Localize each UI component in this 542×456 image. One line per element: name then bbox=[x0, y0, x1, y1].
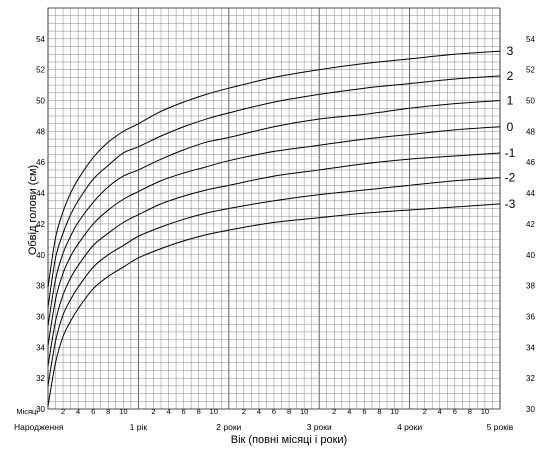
y-tick-label-left: 46 bbox=[36, 158, 45, 167]
series-line-3 bbox=[47, 50, 501, 288]
y-tick-label-left: 48 bbox=[36, 127, 45, 136]
y-tick-label-right: 46 bbox=[526, 158, 535, 167]
y-tick-label-right: 48 bbox=[526, 127, 535, 136]
series-line-0 bbox=[47, 126, 501, 346]
x-month-tick-label: 2 bbox=[423, 407, 427, 416]
series-label-2: 2 bbox=[507, 69, 514, 83]
x-month-tick-label: 8 bbox=[197, 407, 201, 416]
x-month-tick-label: 4 bbox=[76, 407, 80, 416]
x-month-tick-label: 6 bbox=[91, 407, 95, 416]
y-tick-label-right: 30 bbox=[526, 405, 535, 414]
x-period-label: 2 роки bbox=[216, 422, 241, 432]
series-line-1 bbox=[47, 100, 501, 326]
y-tick-label-left: 44 bbox=[36, 189, 45, 198]
series-label-3: 3 bbox=[507, 44, 514, 58]
series-label--2: -2 bbox=[505, 171, 516, 185]
y-tick-label-left: 38 bbox=[36, 282, 45, 291]
grid bbox=[47, 7, 501, 410]
y-tick-label-right: 50 bbox=[526, 97, 535, 106]
series-label--3: -3 bbox=[505, 197, 516, 211]
y-tick-label-right: 32 bbox=[526, 374, 535, 383]
y-ticks-right: 30 32 34 36 38 40 42 44 46 48 50 52 54 bbox=[526, 35, 535, 414]
series-line--3 bbox=[47, 203, 501, 407]
x-month-tick-label: 8 bbox=[468, 407, 472, 416]
x-axis-title: Вік (повні місяці і роки) bbox=[231, 434, 347, 446]
y-tick-label-right: 40 bbox=[526, 251, 535, 260]
y-tick-label-left: 52 bbox=[36, 66, 45, 75]
y-tick-label-right: 34 bbox=[526, 343, 535, 352]
y-tick-label-right: 38 bbox=[526, 282, 535, 291]
x-month-tick-label: 2 bbox=[61, 407, 65, 416]
y-tick-label-left: 40 bbox=[36, 251, 45, 260]
x-period-label: 4 роки bbox=[397, 422, 422, 432]
x-month-tick-label: 4 bbox=[347, 407, 351, 416]
series-label--1: -1 bbox=[505, 146, 516, 160]
series-lines bbox=[47, 50, 501, 407]
x-month-tick-label: 10 bbox=[210, 407, 218, 416]
y-axis-title: Обвід голови (см) bbox=[27, 165, 39, 255]
y-tick-label-right: 52 bbox=[526, 66, 535, 75]
x-month-tick-label: 10 bbox=[481, 407, 489, 416]
x-month-tick-label: 6 bbox=[182, 407, 186, 416]
y-tick-label-left: 36 bbox=[36, 312, 45, 321]
x-month-tick-label: 8 bbox=[287, 407, 291, 416]
series-line--1 bbox=[47, 152, 501, 366]
x-month-tick-label: 2 bbox=[151, 407, 155, 416]
month-row-label: Місяці bbox=[16, 407, 38, 416]
y-tick-label-right: 36 bbox=[526, 312, 535, 321]
y-tick-label-left: 30 bbox=[36, 405, 45, 414]
series-label-1: 1 bbox=[507, 94, 514, 108]
y-tick-label-right: 42 bbox=[526, 220, 535, 229]
y-tick-label-left: 32 bbox=[36, 374, 45, 383]
series-label-0: 0 bbox=[507, 120, 514, 134]
x-period-label: 5 років bbox=[487, 422, 514, 432]
x-month-tick-label: 2 bbox=[332, 407, 336, 416]
x-month-tick-label: 2 bbox=[242, 407, 246, 416]
y-tick-label-left: 50 bbox=[36, 97, 45, 106]
x-period-labels: Народження 1 рік 2 роки 3 роки 4 роки 5 років bbox=[14, 422, 514, 432]
x-month-tick-label: 4 bbox=[166, 407, 170, 416]
x-period-label: Народження bbox=[14, 422, 64, 432]
series-line--2 bbox=[47, 177, 501, 386]
x-month-tick-label: 4 bbox=[438, 407, 442, 416]
y-tick-label-left: 54 bbox=[36, 35, 45, 44]
x-month-tick-label: 4 bbox=[257, 407, 261, 416]
x-month-tick-label: 10 bbox=[300, 407, 308, 416]
y-tick-label-right: 54 bbox=[526, 35, 535, 44]
y-tick-label-left: 34 bbox=[36, 343, 45, 352]
x-month-ticks: 2 4 6 8 10 2 4 6 8 10 2 4 6 8 10 2 4 6 8 10 2 4 6 8 10 bbox=[61, 407, 489, 416]
x-month-tick-label: 6 bbox=[272, 407, 276, 416]
y-tick-label-left: 42 bbox=[36, 220, 45, 229]
series-labels: 3 2 1 0 -1 -2 -3 bbox=[505, 44, 516, 211]
plot-frame bbox=[47, 7, 501, 410]
x-month-tick-label: 8 bbox=[377, 407, 381, 416]
series-line-2 bbox=[47, 75, 501, 308]
x-month-tick-label: 6 bbox=[362, 407, 366, 416]
x-period-label: 1 рік bbox=[130, 422, 148, 432]
x-month-tick-label: 6 bbox=[453, 407, 457, 416]
x-period-label: 3 роки bbox=[307, 422, 332, 432]
y-tick-label-right: 44 bbox=[526, 189, 535, 198]
x-month-tick-label: 10 bbox=[119, 407, 127, 416]
y-ticks-left: 30 32 34 36 38 40 42 44 46 48 50 52 54 bbox=[36, 35, 45, 414]
x-month-tick-label: 8 bbox=[106, 407, 110, 416]
x-month-tick-label: 10 bbox=[390, 407, 398, 416]
